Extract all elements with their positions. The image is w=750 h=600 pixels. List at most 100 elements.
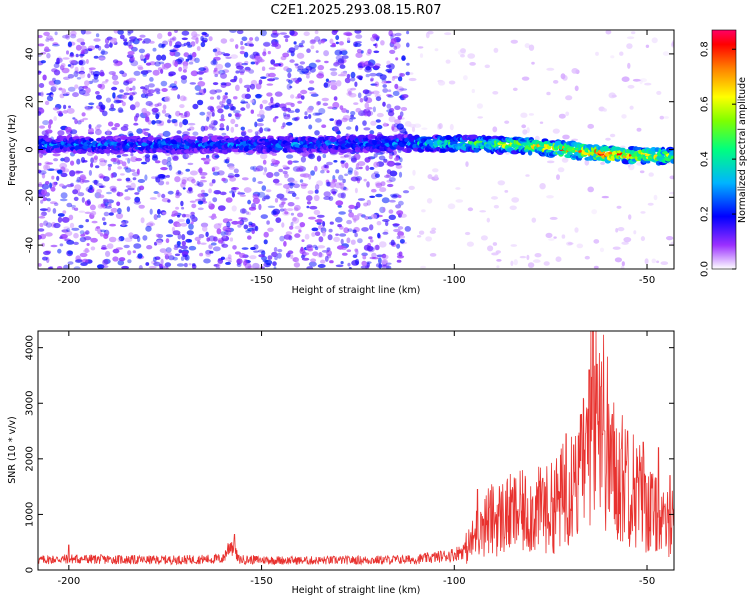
heatmap-cell xyxy=(241,208,246,214)
heatmap-cell xyxy=(266,220,270,225)
colorbar-gradient xyxy=(711,29,737,270)
heatmap-cell xyxy=(78,89,86,95)
heatmap-cell xyxy=(320,259,326,264)
heatmap-cell xyxy=(534,135,540,141)
heatmap-cell xyxy=(113,30,119,34)
spectrogram-y-tick-label: -20 xyxy=(25,189,36,205)
heatmap-cell xyxy=(75,259,83,264)
heatmap-cell xyxy=(211,179,216,184)
heatmap-cell xyxy=(273,171,280,177)
heatmap-cell xyxy=(363,127,371,131)
heatmap-cell xyxy=(117,259,125,266)
heatmap-cell xyxy=(69,170,76,177)
heatmap-cell xyxy=(308,114,312,119)
heatmap-cell xyxy=(198,70,207,74)
heatmap-cell xyxy=(392,223,400,226)
heatmap-cell xyxy=(361,260,367,266)
heatmap-cell xyxy=(217,108,224,114)
heatmap-cell xyxy=(238,68,246,74)
heatmap-cell xyxy=(126,206,131,212)
heatmap-cell xyxy=(385,68,393,73)
heatmap-cell xyxy=(339,233,347,237)
heatmap-cell xyxy=(162,104,167,110)
heatmap-cell xyxy=(240,126,245,131)
heatmap-cell xyxy=(127,130,134,138)
heatmap-cell xyxy=(408,185,415,190)
heatmap-cell xyxy=(388,177,396,182)
heatmap-cell xyxy=(252,165,257,172)
heatmap-cell xyxy=(321,124,327,128)
heatmap-cell xyxy=(99,158,106,163)
heatmap-cell xyxy=(202,157,211,163)
heatmap-cell xyxy=(194,85,202,91)
heatmap-cell xyxy=(207,133,214,138)
heatmap-cell xyxy=(207,105,214,111)
heatmap-cell xyxy=(97,228,102,235)
heatmap-cell xyxy=(132,91,137,95)
heatmap-cell xyxy=(216,105,223,110)
heatmap-cell xyxy=(203,258,211,264)
spectrogram-x-ticks: -200 -150 -100 -50 xyxy=(57,30,655,286)
heatmap-cell xyxy=(669,191,674,195)
heatmap-cell xyxy=(228,113,232,117)
heatmap-cell xyxy=(267,128,271,132)
heatmap-cell xyxy=(399,157,403,163)
heatmap-ridge-cell xyxy=(188,136,198,140)
heatmap-cell xyxy=(256,123,264,127)
heatmap-cell xyxy=(63,226,70,230)
heatmap-cell xyxy=(97,264,105,269)
heatmap-cell xyxy=(111,187,117,193)
heatmap-cell xyxy=(285,231,293,235)
heatmap-cell xyxy=(279,235,285,242)
heatmap-ridge-cell xyxy=(149,135,154,140)
heatmap-cell xyxy=(306,205,310,209)
heatmap-cell xyxy=(130,60,139,67)
heatmap-cell xyxy=(399,73,405,77)
colorbar-tick-label: 0.2 xyxy=(700,206,711,222)
heatmap-cell xyxy=(350,176,359,182)
heatmap-cell xyxy=(287,110,295,113)
heatmap-ridge-cell xyxy=(243,135,250,142)
heatmap-cell xyxy=(86,199,91,205)
heatmap-cell xyxy=(393,45,398,50)
heatmap-cell xyxy=(42,74,47,81)
heatmap-cell xyxy=(248,206,257,211)
heatmap-cell xyxy=(199,252,204,257)
heatmap-ridge-cell xyxy=(142,141,148,147)
heatmap-cell xyxy=(287,160,293,165)
heatmap-cell xyxy=(181,30,190,36)
heatmap-cell xyxy=(88,127,94,134)
heatmap-cell xyxy=(301,68,309,74)
heatmap-cell xyxy=(189,82,196,85)
heatmap-cell xyxy=(316,180,323,187)
heatmap-cell xyxy=(296,116,300,121)
heatmap-cell xyxy=(390,239,395,246)
heatmap-cell xyxy=(160,167,168,171)
heatmap-cell xyxy=(621,114,627,119)
heatmap-cell xyxy=(469,62,476,66)
heatmap-cells xyxy=(38,30,674,269)
heatmap-cell xyxy=(164,251,172,256)
heatmap-cell xyxy=(333,160,338,163)
heatmap-cell xyxy=(39,222,44,228)
heatmap-cell xyxy=(117,237,121,242)
heatmap-cell xyxy=(297,212,304,218)
heatmap-cell xyxy=(426,198,433,204)
heatmap-cell xyxy=(316,101,320,106)
heatmap-cell xyxy=(626,36,635,40)
heatmap-cell xyxy=(314,30,319,35)
heatmap-cell xyxy=(295,258,300,264)
heatmap-cell xyxy=(279,32,287,35)
heatmap-cell xyxy=(321,250,330,253)
heatmap-cell xyxy=(626,43,633,49)
heatmap-cell xyxy=(366,181,370,188)
heatmap-cell xyxy=(108,203,112,207)
heatmap-cell xyxy=(331,191,337,195)
heatmap-cell xyxy=(372,257,379,260)
heatmap-cell xyxy=(38,83,45,88)
heatmap-cell xyxy=(335,264,344,268)
heatmap-cell xyxy=(521,76,530,81)
heatmap-cell xyxy=(171,210,179,217)
heatmap-cell xyxy=(621,261,625,267)
heatmap-cell xyxy=(378,155,386,161)
